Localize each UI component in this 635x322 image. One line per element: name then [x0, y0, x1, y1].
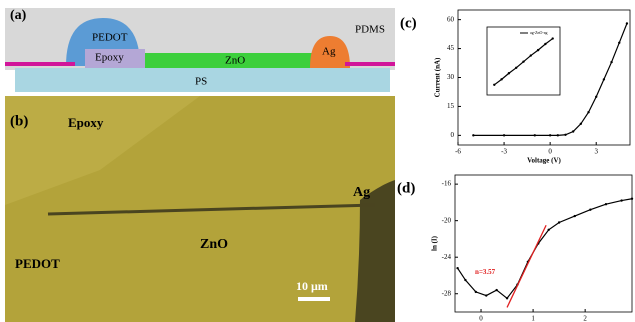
data-point	[456, 267, 458, 269]
label: PEDOT	[15, 256, 60, 271]
data-point	[485, 294, 487, 296]
data-point	[595, 96, 597, 98]
x-axis-label: Voltage (V)	[527, 157, 561, 165]
data-point	[618, 42, 620, 44]
electrode-right	[345, 62, 395, 66]
data-point	[506, 297, 508, 299]
data-point	[503, 134, 505, 136]
data-point	[603, 78, 605, 80]
panel-label: (b)	[10, 113, 28, 129]
y-tick-label: 0	[451, 131, 455, 139]
data-line	[458, 199, 632, 299]
x-tick-label: 2	[583, 315, 587, 322]
y-tick-label: -28	[442, 289, 452, 297]
data-point	[605, 203, 607, 205]
electrode-left	[5, 62, 75, 66]
data-point	[552, 37, 554, 39]
panel-label: (c)	[400, 15, 417, 31]
data-point	[472, 134, 474, 136]
y-tick-label: 60	[447, 15, 455, 23]
data-point	[534, 134, 536, 136]
data-point	[558, 221, 560, 223]
data-point	[626, 22, 628, 24]
y-axis-label: Current (nA)	[434, 57, 442, 97]
fit-line	[507, 225, 546, 307]
x-tick-label: 0	[548, 148, 552, 156]
x-tick-label: -3	[501, 148, 507, 156]
legend-label: ag-ZnO-ag	[530, 30, 548, 35]
label: Ag	[353, 185, 370, 200]
label: PEDOT	[92, 32, 128, 44]
y-tick-label: 15	[447, 102, 455, 110]
label: ZnO	[225, 55, 245, 67]
data-point	[589, 209, 591, 211]
y-tick-label: -24	[442, 253, 452, 261]
data-point	[493, 84, 495, 86]
label: Ag	[322, 46, 336, 58]
data-point	[564, 134, 566, 136]
data-point	[522, 60, 524, 62]
data-point	[495, 289, 497, 291]
y-axis-label: ln (I)	[431, 235, 439, 251]
scale-bar	[298, 297, 330, 301]
data-point	[464, 279, 466, 281]
data-point	[557, 134, 559, 136]
figure: (a) PEDOT Epoxy ZnO Ag PDMS PS (b) Epoxy…	[0, 0, 635, 322]
data-point	[572, 130, 574, 132]
data-point	[587, 111, 589, 113]
data-point	[515, 67, 517, 69]
data-point	[580, 123, 582, 125]
plot-frame	[455, 175, 632, 312]
data-point	[508, 72, 510, 74]
data-point	[620, 199, 622, 201]
data-point	[574, 215, 576, 217]
y-tick-label: -16	[442, 180, 452, 188]
label: Epoxy	[68, 115, 104, 130]
data-point	[500, 78, 502, 80]
data-point	[475, 291, 477, 293]
y-tick-label: 30	[447, 73, 455, 81]
label: PS	[195, 76, 207, 88]
data-point	[610, 61, 612, 63]
x-tick-label: -6	[455, 148, 461, 156]
data-point	[549, 134, 551, 136]
label: Epoxy	[95, 52, 124, 64]
panel-label: (d)	[397, 180, 415, 196]
label: ZnO	[200, 237, 228, 252]
data-point	[631, 198, 633, 200]
x-tick-label: 0	[479, 315, 483, 322]
panel-label: (a)	[10, 8, 27, 23]
x-tick-label: 1	[531, 315, 535, 322]
annotation: n=3.57	[475, 268, 496, 276]
ag-region	[355, 180, 395, 322]
x-tick-label: 3	[594, 148, 598, 156]
scale-label: 10 μm	[296, 279, 328, 293]
y-tick-label: 45	[447, 44, 455, 52]
y-tick-label: -20	[442, 216, 452, 224]
data-point	[548, 229, 550, 231]
data-point	[530, 54, 532, 56]
data-point	[537, 49, 539, 51]
label: PDMS	[355, 24, 385, 36]
data-point	[544, 43, 546, 45]
